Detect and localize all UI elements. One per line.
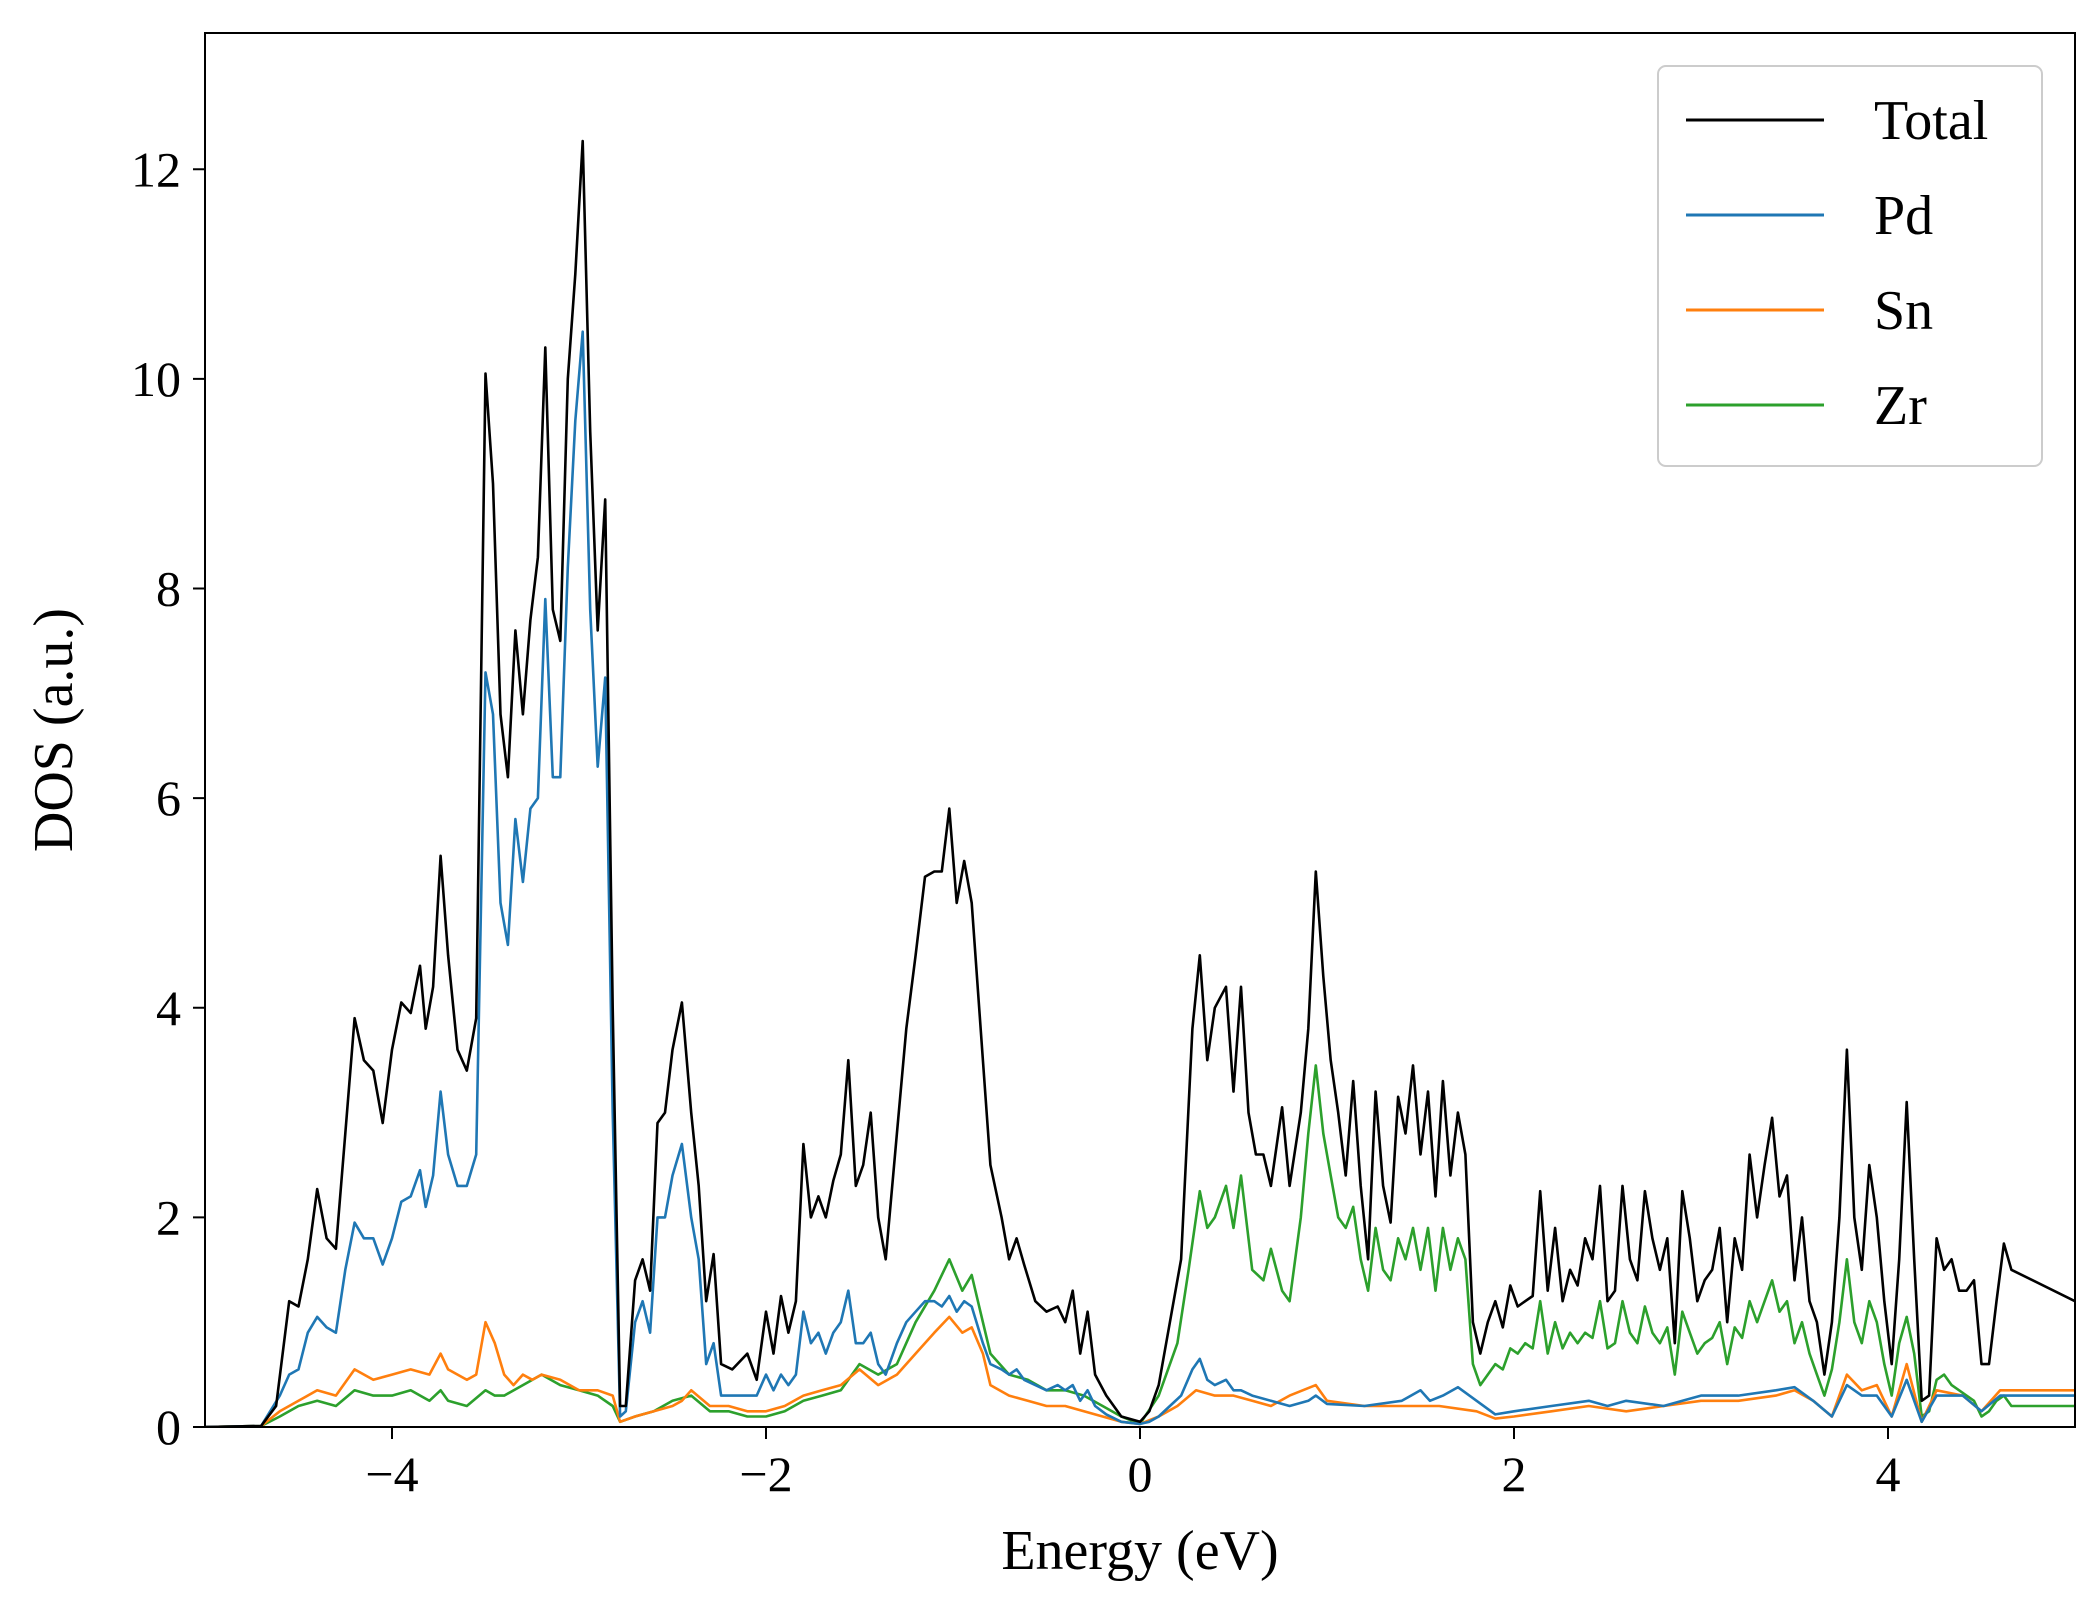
x-tick-label: 2 <box>1502 1446 1527 1502</box>
series-line-zr <box>205 1064 2075 1427</box>
axes-layer: −4 −2 0 2 4 0 2 4 6 8 10 12 Energy (eV) DOS (a.u.) <box>23 32 2076 1582</box>
x-tick-label: 4 <box>1876 1446 1901 1502</box>
legend-box <box>1657 65 2043 467</box>
y-tick-label: 6 <box>156 770 181 826</box>
legend: Total Pd Sn Zr <box>1657 65 2043 467</box>
y-tick-label: 8 <box>156 561 181 617</box>
y-tick-label: 12 <box>131 141 181 197</box>
y-tick-label: 2 <box>156 1189 181 1245</box>
series-line-sn <box>205 1315 2075 1427</box>
x-axis-title: Energy (eV) <box>1001 1520 1278 1582</box>
legend-label-sn: Sn <box>1874 280 1933 342</box>
x-tick-label: −4 <box>365 1446 418 1502</box>
legend-label-total: Total <box>1874 90 1988 152</box>
legend-label-pd: Pd <box>1874 185 1933 247</box>
y-tick-label: 10 <box>131 351 181 407</box>
y-tick-label: 4 <box>156 980 181 1036</box>
y-axis-title: DOS (a.u.) <box>23 608 85 852</box>
x-tick-label: −2 <box>739 1446 792 1502</box>
series-line-total <box>205 139 2075 1427</box>
series-line-pd <box>205 330 2075 1427</box>
x-tick-label: 0 <box>1128 1446 1153 1502</box>
legend-label-zr: Zr <box>1874 375 1927 437</box>
series-layer <box>205 139 2075 1427</box>
y-tick-label: 0 <box>156 1399 181 1455</box>
